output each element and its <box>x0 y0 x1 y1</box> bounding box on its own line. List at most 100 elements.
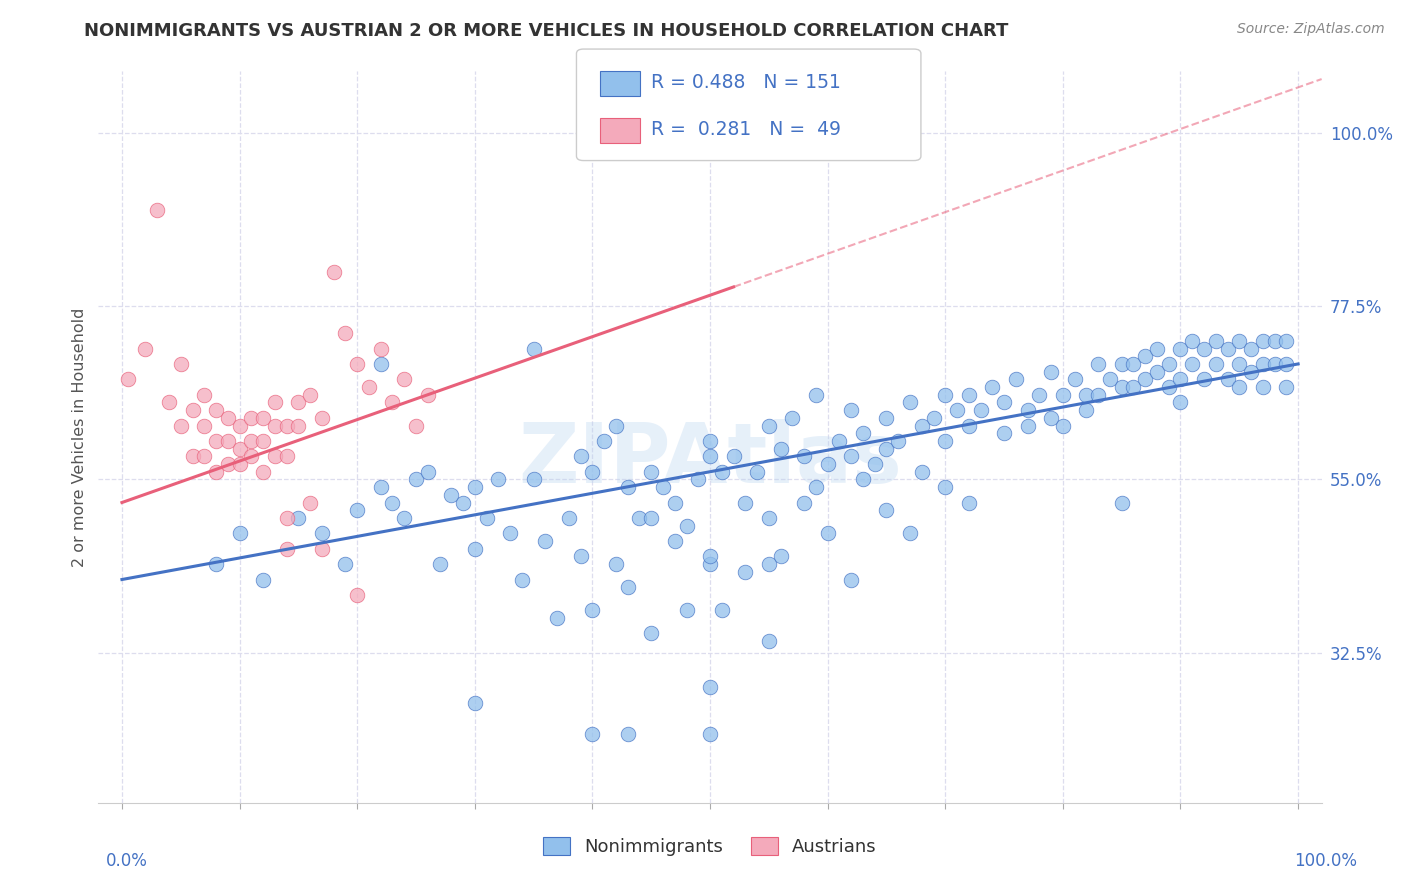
Text: ZIPAtlas: ZIPAtlas <box>517 418 903 500</box>
Point <box>664 495 686 509</box>
Point <box>429 557 451 571</box>
Point <box>839 403 862 417</box>
Point <box>276 450 298 464</box>
Point <box>828 434 851 448</box>
Point <box>1170 395 1192 409</box>
Point <box>1227 334 1250 348</box>
Point <box>640 626 662 640</box>
Point <box>370 357 392 371</box>
Point <box>146 202 169 217</box>
Point <box>1111 357 1133 371</box>
Point <box>416 388 439 402</box>
Point <box>451 495 474 509</box>
Point <box>569 450 592 464</box>
Point <box>311 526 333 541</box>
Point <box>287 395 309 409</box>
Point <box>486 472 509 486</box>
Point <box>793 495 815 509</box>
Point <box>311 410 333 425</box>
Text: 0.0%: 0.0% <box>105 852 148 870</box>
Point <box>934 480 956 494</box>
Point <box>793 450 815 464</box>
Point <box>675 603 697 617</box>
Point <box>875 503 897 517</box>
Text: 100.0%: 100.0% <box>1294 852 1357 870</box>
Point <box>228 526 250 541</box>
Point <box>464 480 486 494</box>
Point <box>299 388 322 402</box>
Point <box>981 380 1004 394</box>
Point <box>1181 334 1204 348</box>
Point <box>745 465 768 479</box>
Point <box>1181 357 1204 371</box>
Point <box>181 403 204 417</box>
Point <box>228 457 250 471</box>
Point <box>205 403 228 417</box>
Point <box>193 450 215 464</box>
Point <box>1251 334 1274 348</box>
Point <box>370 342 392 356</box>
Point <box>946 403 969 417</box>
Point <box>1192 372 1215 386</box>
Point <box>875 442 897 456</box>
Point <box>381 395 404 409</box>
Point <box>1227 357 1250 371</box>
Point <box>416 465 439 479</box>
Point <box>392 511 415 525</box>
Text: NONIMMIGRANTS VS AUSTRIAN 2 OR MORE VEHICLES IN HOUSEHOLD CORRELATION CHART: NONIMMIGRANTS VS AUSTRIAN 2 OR MORE VEHI… <box>84 22 1008 40</box>
Point <box>1264 334 1286 348</box>
Point <box>240 434 263 448</box>
Point <box>699 549 721 564</box>
Point <box>1251 380 1274 394</box>
Point <box>335 326 357 340</box>
Point <box>605 557 627 571</box>
Point <box>1063 372 1085 386</box>
Point <box>675 518 697 533</box>
Point <box>252 434 274 448</box>
Point <box>287 511 309 525</box>
Point <box>1135 349 1157 363</box>
Point <box>593 434 616 448</box>
Point <box>464 696 486 710</box>
Point <box>440 488 463 502</box>
Point <box>993 426 1015 441</box>
Point <box>782 410 804 425</box>
Point <box>170 357 193 371</box>
Point <box>804 388 827 402</box>
Point <box>1098 372 1121 386</box>
Point <box>817 457 839 471</box>
Point <box>217 410 239 425</box>
Point <box>1076 403 1098 417</box>
Point <box>346 357 368 371</box>
Point <box>616 480 638 494</box>
Point <box>1205 357 1227 371</box>
Point <box>898 526 921 541</box>
Point <box>1251 357 1274 371</box>
Point <box>346 503 368 517</box>
Text: R =  0.281   N =  49: R = 0.281 N = 49 <box>651 120 841 139</box>
Point <box>804 480 827 494</box>
Point <box>157 395 180 409</box>
Point <box>758 557 780 571</box>
Point <box>228 418 250 433</box>
Point <box>1275 357 1298 371</box>
Point <box>392 372 415 386</box>
Point <box>299 495 322 509</box>
Point <box>839 573 862 587</box>
Point <box>758 634 780 648</box>
Point <box>616 726 638 740</box>
Point <box>134 342 156 356</box>
Point <box>193 388 215 402</box>
Point <box>263 395 285 409</box>
Point <box>699 434 721 448</box>
Point <box>1040 410 1063 425</box>
Text: Source: ZipAtlas.com: Source: ZipAtlas.com <box>1237 22 1385 37</box>
Point <box>1122 357 1144 371</box>
Point <box>1205 334 1227 348</box>
Point <box>1111 380 1133 394</box>
Point <box>510 573 533 587</box>
Point <box>240 410 263 425</box>
Point <box>839 450 862 464</box>
Point <box>710 465 733 479</box>
Point <box>346 588 368 602</box>
